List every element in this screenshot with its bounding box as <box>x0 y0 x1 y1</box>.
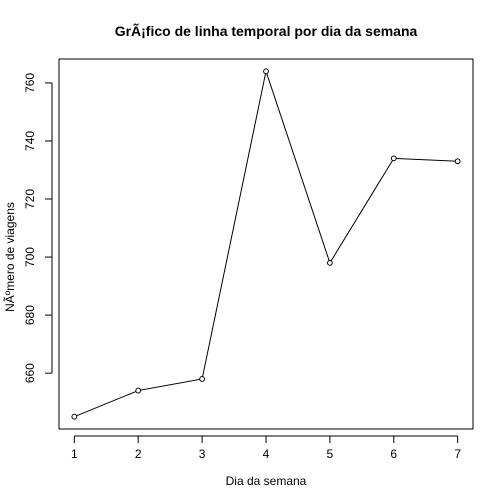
y-axis: 660 680 700 720 740 760 <box>23 73 53 383</box>
x-tick-label: 7 <box>454 447 461 461</box>
y-tick-label: 700 <box>23 247 37 267</box>
data-point <box>135 387 142 394</box>
x-tick-label: 6 <box>390 447 397 461</box>
x-axis: 1 2 3 4 5 6 7 <box>71 435 461 461</box>
x-tick-label: 4 <box>263 447 270 461</box>
y-tick-label: 680 <box>23 305 37 325</box>
y-axis-label: NÃºmero de viagens <box>3 202 17 312</box>
chart-title: GrÃ¡fico de linha temporal por dia da se… <box>115 22 418 39</box>
y-tick-label: 740 <box>23 131 37 151</box>
plot-area-frame <box>58 58 474 430</box>
y-tick-label: 760 <box>23 73 37 93</box>
y-tick-label: 720 <box>23 189 37 209</box>
x-axis-label: Dia da semana <box>226 474 307 488</box>
data-point <box>326 259 333 266</box>
x-tick-label: 2 <box>135 447 142 461</box>
y-tick-label: 660 <box>23 363 37 383</box>
data-point <box>199 376 206 382</box>
x-tick-label: 3 <box>199 447 206 461</box>
series-trips <box>71 68 461 420</box>
x-tick-label: 5 <box>327 447 334 461</box>
data-point <box>71 413 78 420</box>
data-point <box>263 68 269 75</box>
data-point <box>454 158 461 165</box>
data-point <box>390 155 397 162</box>
x-tick-label: 1 <box>71 447 78 461</box>
